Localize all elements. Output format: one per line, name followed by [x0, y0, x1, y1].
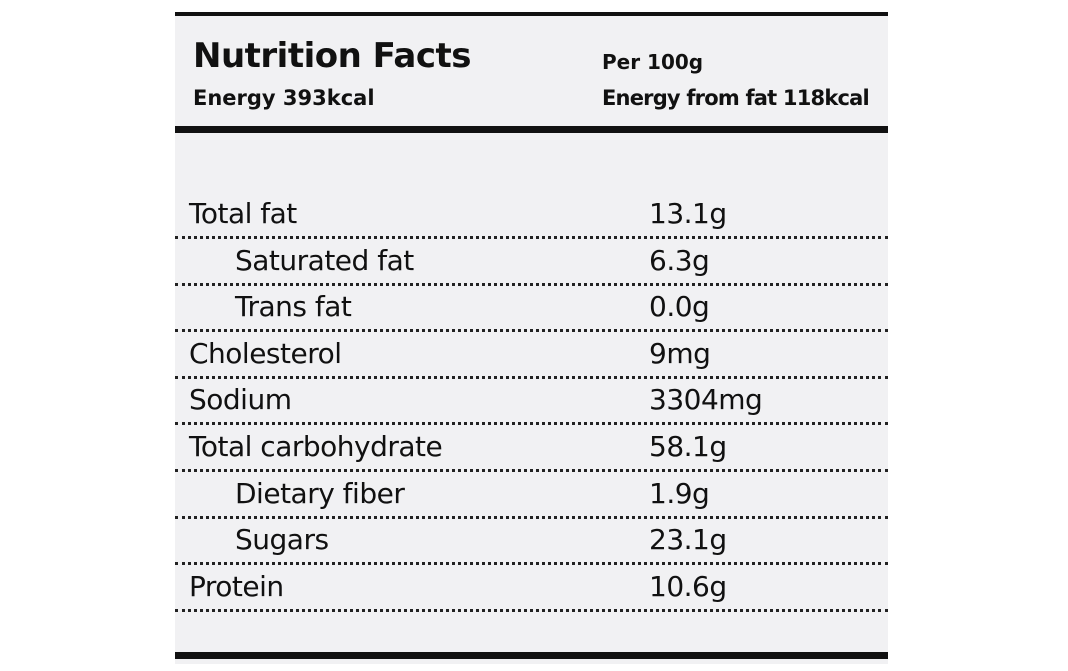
nutrient-row: Sugars 23.1g	[175, 516, 888, 566]
nutrient-row: Total carbohydrate 58.1g	[175, 423, 888, 472]
nutrient-name: Trans fat	[235, 290, 352, 324]
nutrient-row: Total fat 13.1g	[175, 190, 888, 239]
nutrient-name: Dietary fiber	[235, 476, 405, 510]
divider	[175, 126, 888, 133]
nutrient-amount: 1.9g	[649, 476, 710, 510]
nutrient-amount: 9mg	[649, 336, 711, 370]
nutrient-amount: 13.1g	[649, 197, 727, 230]
energy: Energy 393kcal	[193, 86, 375, 110]
nutrient-name: Sodium	[189, 383, 292, 417]
nutrient-name: Cholesterol	[189, 336, 342, 370]
nutrient-amount: 3304mg	[649, 383, 763, 417]
nutrient-name: Total carbohydrate	[189, 430, 443, 463]
nutrition-label: Nutrition Facts Energy 393kcal Per 100g …	[175, 12, 888, 664]
nutrient-amount: 10.6g	[649, 569, 727, 603]
nutrient-row: Saturated fat 6.3g	[175, 237, 888, 286]
nutrient-amount: 6.3g	[649, 243, 710, 277]
nutrient-row: Sodium 3304mg	[175, 376, 888, 426]
nutrient-row: Cholesterol 9mg	[175, 330, 888, 379]
nutrient-name: Saturated fat	[235, 243, 414, 277]
nutrient-name: Protein	[189, 569, 284, 603]
nutrient-row: Dietary fiber 1.9g	[175, 470, 888, 519]
divider	[175, 652, 888, 659]
nutrient-name: Sugars	[235, 523, 329, 557]
nutrient-name: Total fat	[189, 197, 297, 230]
nutrient-row: Protein 10.6g	[175, 563, 888, 612]
nutrient-amount: 23.1g	[649, 523, 727, 557]
title: Nutrition Facts	[193, 36, 471, 76]
nutrient-amount: 58.1g	[649, 430, 727, 463]
nutrient-amount: 0.0g	[649, 290, 710, 324]
nutrient-row: Trans fat 0.0g	[175, 283, 888, 333]
energy-from-fat: Energy from fat 118kcal	[602, 86, 870, 110]
serving-basis: Per 100g	[602, 50, 704, 74]
